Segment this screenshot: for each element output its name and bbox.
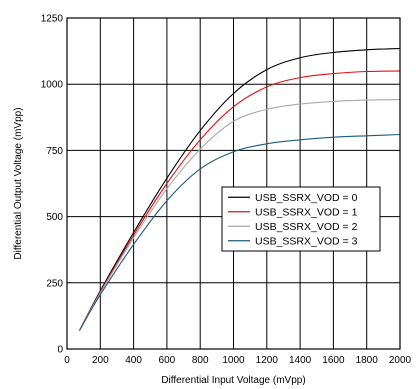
plot-frame — [66, 17, 401, 350]
x-axis-label: Differential Input Voltage (mVpp) — [161, 375, 305, 386]
legend-entry-label: USB_SSRX_VOD = 0 — [255, 192, 358, 204]
legend-entry-label: USB_SSRX_VOD = 3 — [255, 236, 358, 248]
series-line-vod-0 — [79, 47, 401, 331]
x-tick-label: 0 — [64, 355, 70, 366]
y-axis-ticks: 0 250 500 750 1000 1250 — [41, 14, 64, 356]
series-line-vod-1 — [79, 70, 401, 331]
x-tick-label: 1400 — [289, 355, 312, 366]
x-tick-label: 1600 — [322, 355, 345, 366]
y-axis-label: Differential Output Voltage (mVpp) — [13, 107, 24, 259]
x-axis-ticks: 0 200 400 600 800 1000 1200 1400 1600 1800 2000 — [64, 355, 411, 366]
x-tick-label: 600 — [159, 355, 176, 366]
x-tick-label: 2000 — [389, 355, 412, 366]
x-tick-label: 1200 — [256, 355, 279, 366]
grid-lines — [66, 17, 401, 350]
legend-entry-label: USB_SSRX_VOD = 2 — [255, 221, 358, 233]
x-tick-label: 800 — [192, 355, 209, 366]
x-tick-label: 1800 — [356, 355, 379, 366]
series-line-vod-3 — [79, 133, 401, 331]
y-tick-label: 250 — [46, 278, 63, 289]
x-tick-label: 400 — [125, 355, 142, 366]
y-tick-label: 750 — [46, 146, 63, 157]
y-tick-label: 500 — [46, 212, 63, 223]
legend: USB_SSRX_VOD = 0 USB_SSRX_VOD = 1 USB_SSRX… — [221, 186, 381, 252]
series-group — [79, 47, 401, 331]
legend-entry-label: USB_SSRX_VOD = 1 — [255, 207, 358, 219]
y-tick-label: 1000 — [41, 80, 64, 91]
y-tick-label: 0 — [57, 345, 63, 356]
x-tick-label: 1000 — [222, 355, 245, 366]
y-tick-label: 1250 — [41, 14, 64, 25]
x-tick-label: 200 — [92, 355, 109, 366]
series-line-vod-2 — [79, 99, 401, 331]
